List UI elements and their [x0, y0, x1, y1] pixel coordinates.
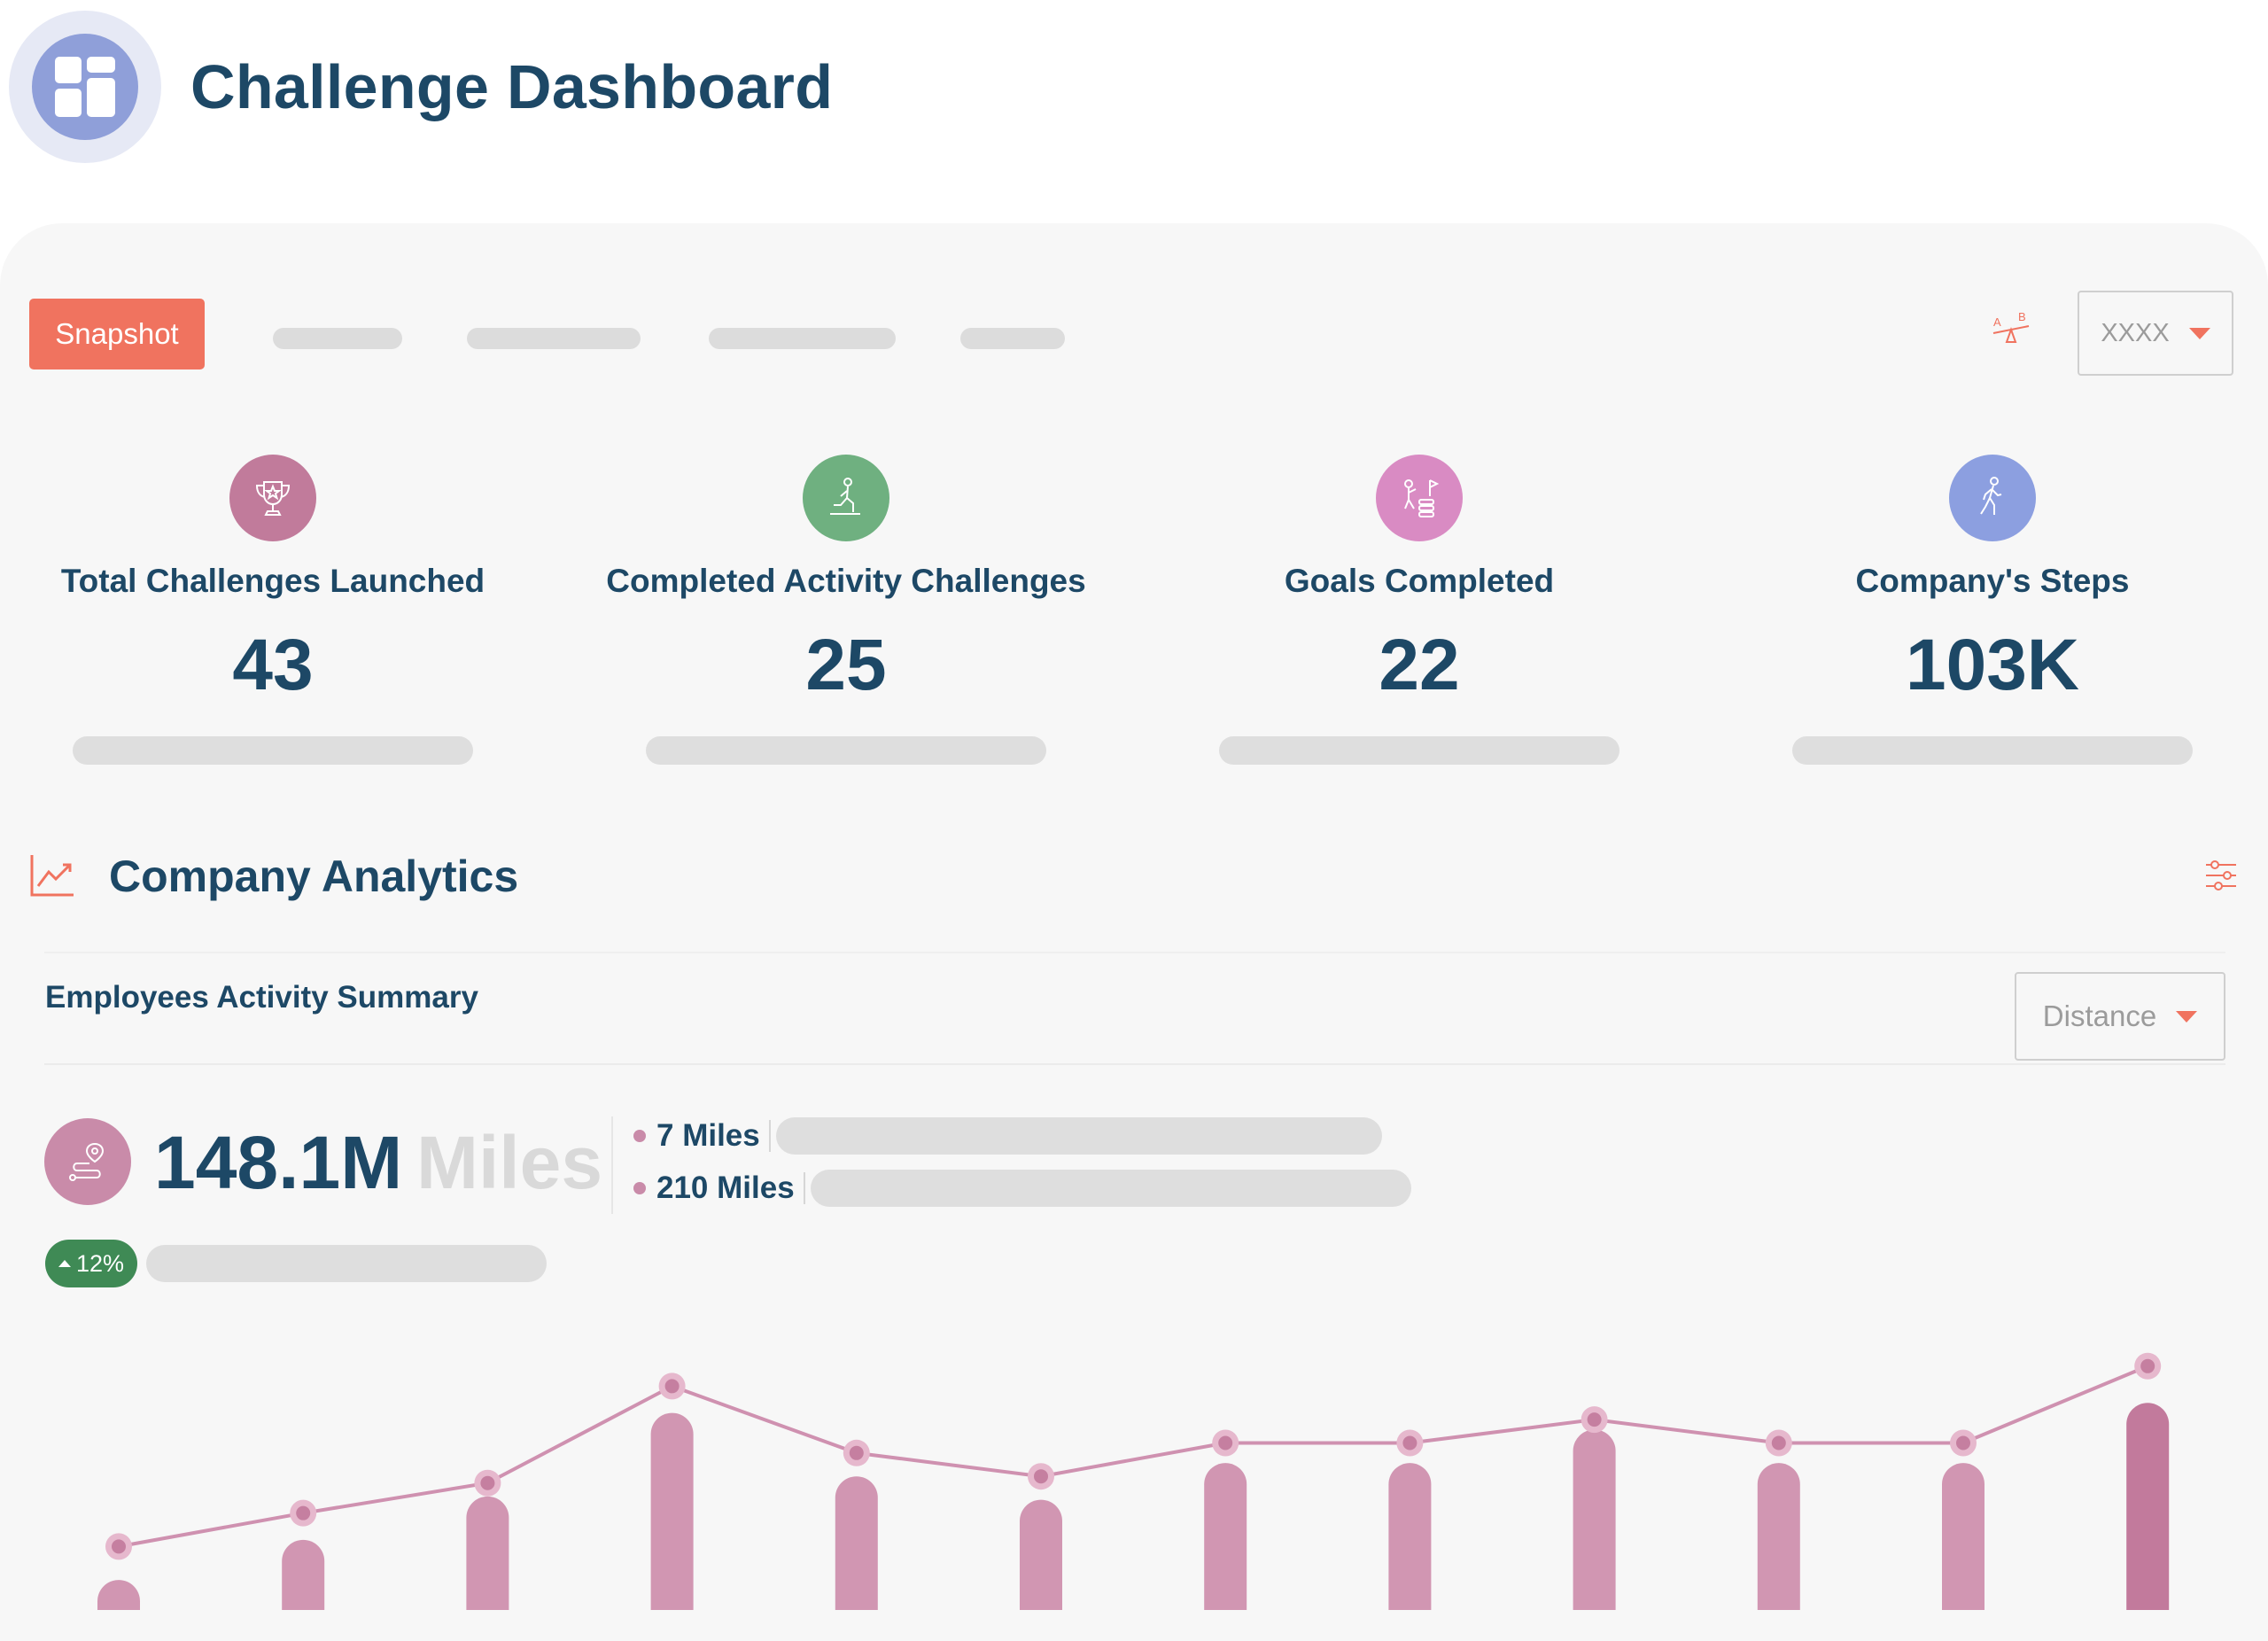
stat-placeholder-bar: [1792, 736, 2193, 765]
filter-sliders-icon[interactable]: [2204, 859, 2238, 891]
arrow-up-icon: [58, 1260, 71, 1267]
change-value: 12%: [75, 1249, 125, 1277]
divider: [44, 1063, 2225, 1065]
change-placeholder-bar: [146, 1245, 547, 1282]
chart-point[interactable]: [105, 1533, 132, 1560]
chart-point[interactable]: [2134, 1352, 2162, 1380]
chart-line: [118, 1364, 2148, 1549]
walking-icon: [1949, 455, 2036, 541]
divider: [803, 1172, 805, 1204]
svg-text:A: A: [1993, 315, 2001, 329]
dashboard-panel: [0, 223, 2268, 1641]
chart-point[interactable]: [1950, 1429, 1977, 1457]
stat-card-completed-activity: Completed Activity Challenges 25: [580, 439, 1112, 793]
stat-card-total-challenges: Total Challenges Launched 43: [7, 439, 539, 793]
total-distance-value: 148.1M: [154, 1121, 403, 1204]
legend-item: 7 Miles: [633, 1116, 1382, 1155]
divider: [44, 952, 2225, 953]
legend-label: 7 Miles: [656, 1118, 760, 1153]
stat-placeholder-bar: [1219, 736, 1619, 765]
tab-placeholder[interactable]: [960, 328, 1065, 349]
app-logo: [9, 11, 161, 163]
chart-bar[interactable]: [97, 1580, 140, 1610]
section-title: Company Analytics: [109, 852, 519, 901]
chart-bar[interactable]: [1020, 1499, 1062, 1610]
chart-point[interactable]: [1765, 1429, 1792, 1457]
period-select-value: XXXX: [2101, 318, 2170, 347]
chart-bar[interactable]: [1942, 1463, 1984, 1610]
legend-placeholder-bar: [810, 1170, 1411, 1207]
tab-snapshot[interactable]: Snapshot: [29, 299, 205, 369]
trophy-icon: [229, 455, 316, 541]
stat-placeholder-bar: [73, 736, 473, 765]
divider: [611, 1116, 613, 1214]
stat-card-goals-completed: Goals Completed 22: [1153, 439, 1685, 793]
tab-placeholder[interactable]: [273, 328, 402, 349]
chart-bar[interactable]: [282, 1539, 325, 1610]
trend-chart-icon: [29, 852, 75, 898]
ab-compare-icon[interactable]: A B: [1992, 310, 2031, 354]
chart-point[interactable]: [1212, 1429, 1239, 1457]
chart-point[interactable]: [290, 1499, 317, 1527]
stat-placeholder-bar: [646, 736, 1046, 765]
period-select[interactable]: XXXX: [2078, 291, 2233, 376]
dashboard-grid-icon: [32, 34, 138, 140]
stat-label: Completed Activity Challenges: [606, 563, 1086, 599]
activity-chart: [97, 1352, 2170, 1610]
chart-point[interactable]: [1581, 1406, 1608, 1434]
chart-point[interactable]: [658, 1373, 686, 1400]
svg-text:B: B: [2018, 312, 2026, 323]
chart-bar[interactable]: [1757, 1463, 1800, 1610]
chart-bar[interactable]: [650, 1412, 694, 1610]
page-title: Challenge Dashboard: [190, 52, 834, 121]
change-badge: 12%: [45, 1240, 137, 1287]
tab-placeholder[interactable]: [467, 328, 641, 349]
stat-value: 103K: [1905, 625, 2080, 705]
activity-icon: [803, 455, 889, 541]
divider: [768, 1120, 771, 1152]
metric-select-value: Distance: [2042, 999, 2157, 1032]
stat-label: Total Challenges Launched: [60, 563, 485, 599]
stat-label: Goals Completed: [1284, 563, 1555, 599]
tab-placeholder[interactable]: [709, 328, 896, 349]
route-pin-icon: [44, 1118, 131, 1205]
stat-value: 25: [805, 625, 887, 705]
chevron-down-icon: [2176, 1010, 2198, 1023]
chart-bar[interactable]: [1388, 1463, 1432, 1610]
legend-label: 210 Miles: [656, 1170, 795, 1205]
stat-value: 43: [232, 625, 314, 705]
legend-placeholder-bar: [775, 1117, 1382, 1155]
chart-point[interactable]: [474, 1469, 501, 1497]
chart-bar[interactable]: [1204, 1463, 1247, 1610]
total-distance-unit: Miles: [416, 1121, 603, 1204]
metric-select[interactable]: Distance: [2015, 972, 2225, 1061]
chart-bar[interactable]: [835, 1476, 878, 1610]
legend-item: 210 Miles: [633, 1169, 1411, 1208]
chart-bar[interactable]: [1573, 1429, 1616, 1610]
chart-bar[interactable]: [2126, 1403, 2170, 1610]
chart-point[interactable]: [843, 1439, 870, 1466]
chevron-down-icon: [2188, 327, 2210, 339]
goal-flag-icon: [1376, 455, 1463, 541]
chart-point[interactable]: [1028, 1463, 1054, 1490]
stat-card-company-steps: Company's Steps 103K: [1727, 439, 2258, 793]
chart-bar[interactable]: [466, 1496, 509, 1610]
chart-title: Employees Activity Summary: [45, 980, 478, 1015]
chart-point[interactable]: [1396, 1429, 1424, 1457]
legend-marker: [633, 1130, 646, 1142]
legend-marker: [633, 1182, 646, 1194]
stat-label: Company's Steps: [1855, 563, 2130, 599]
stat-value: 22: [1379, 625, 1460, 705]
